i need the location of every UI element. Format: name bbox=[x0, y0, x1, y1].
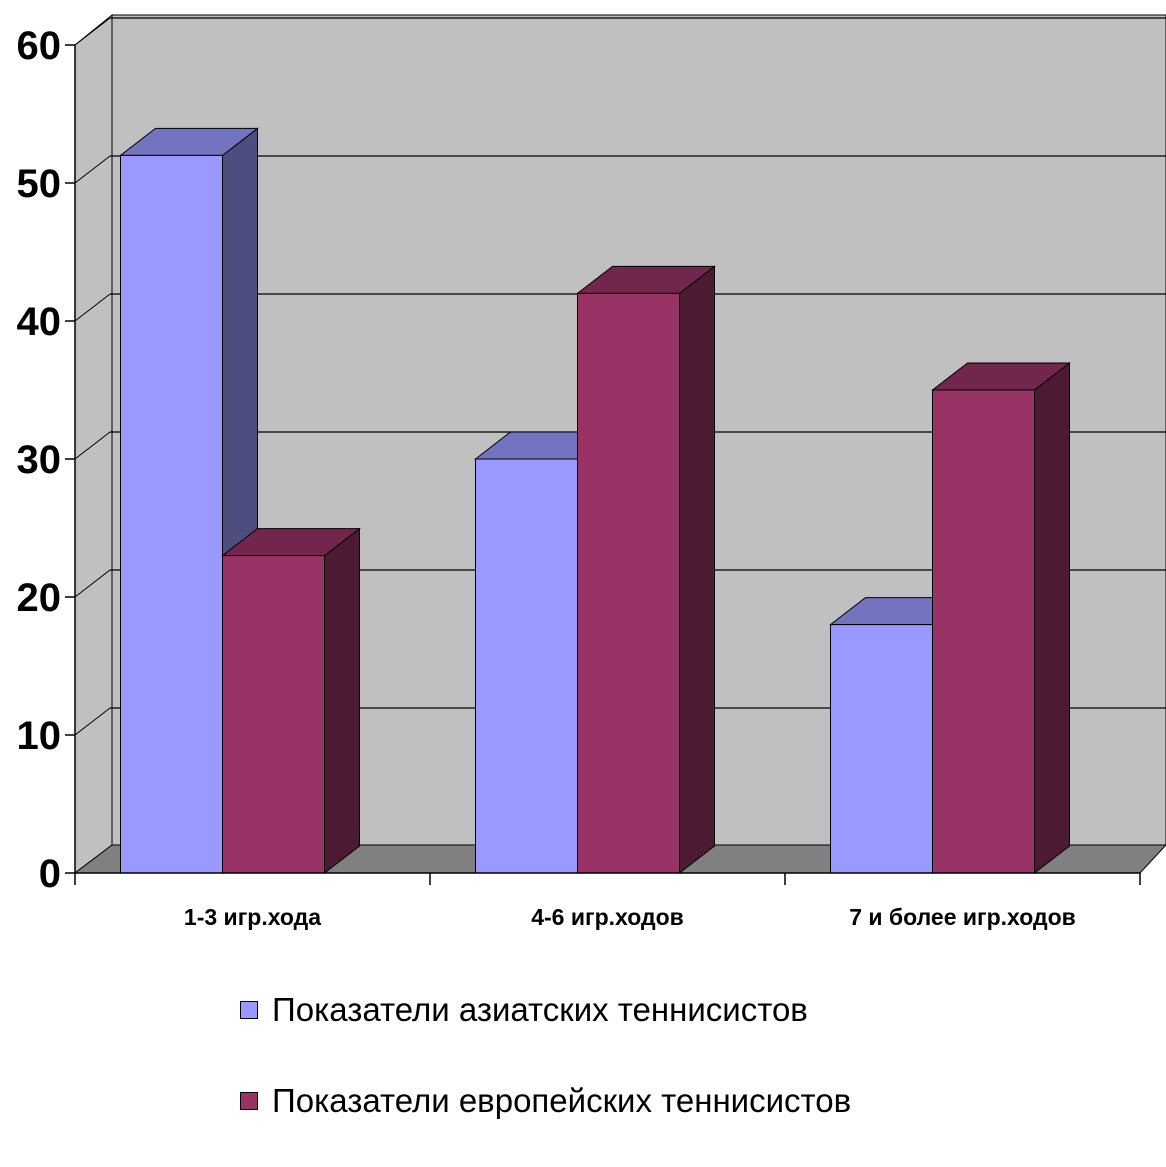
y-tick-label: 60 bbox=[17, 24, 62, 68]
bar bbox=[931, 361, 1071, 875]
legend-label-asian: Показатели азиатских теннисистов bbox=[272, 991, 808, 1028]
x-tick-label: 4-6 игр.ходов bbox=[531, 904, 684, 930]
gridline-side bbox=[74, 569, 111, 598]
bar-front bbox=[577, 292, 680, 874]
bar bbox=[576, 265, 716, 875]
bar-front bbox=[475, 458, 578, 874]
y-tick-label: 20 bbox=[17, 576, 62, 620]
gridline-side bbox=[74, 155, 111, 184]
gridline-side bbox=[74, 293, 111, 322]
x-tick-label: 1-3 игр.хода bbox=[184, 904, 321, 930]
bar-side bbox=[1034, 361, 1070, 875]
legend-item-european: Показатели европейских теннисистов bbox=[240, 1076, 1140, 1126]
y-tick-label: 40 bbox=[17, 300, 62, 344]
bar-side bbox=[324, 527, 360, 875]
bar-front bbox=[830, 624, 933, 874]
gridline-side bbox=[74, 707, 111, 736]
x-tick-label: 7 и более игр.ходов bbox=[849, 904, 1076, 930]
y-tick-label: 50 bbox=[17, 162, 62, 206]
bar-front bbox=[222, 555, 325, 874]
legend-swatch-asian bbox=[240, 1001, 258, 1019]
legend-item-asian: Показатели азиатских теннисистов bbox=[240, 985, 1140, 1035]
y-tick-label: 0 bbox=[39, 852, 61, 896]
chart-side-wall bbox=[74, 13, 113, 875]
bar-front bbox=[932, 389, 1035, 874]
bar-side bbox=[679, 265, 715, 875]
gridline-side bbox=[74, 431, 111, 460]
y-tick-label: 10 bbox=[17, 714, 62, 758]
bar-front bbox=[120, 154, 223, 874]
bar-chart: 0 10 20 30 40 50 60 1-3 игр.хода 4-6 игр.ходов 7… bbox=[17, 13, 1166, 930]
y-tick-label: 30 bbox=[17, 438, 62, 482]
legend-swatch-european bbox=[240, 1092, 258, 1110]
bar bbox=[221, 527, 361, 875]
gridline-side bbox=[74, 17, 111, 46]
legend-label-european: Показатели европейских теннисистов bbox=[272, 1082, 852, 1119]
legend: Показатели азиатских теннисистов Показат… bbox=[240, 985, 1140, 1167]
